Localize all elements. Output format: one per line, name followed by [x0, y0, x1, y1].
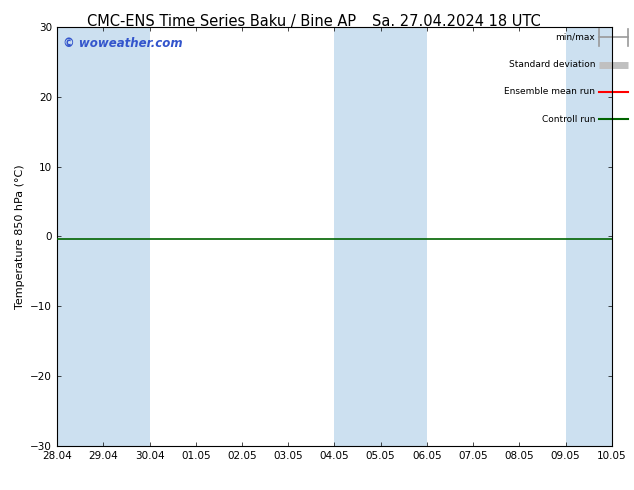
Bar: [612, 27, 634, 446]
Bar: [57, 27, 103, 446]
Text: CMC-ENS Time Series Baku / Bine AP: CMC-ENS Time Series Baku / Bine AP: [87, 14, 356, 29]
Bar: [335, 27, 380, 446]
Text: © woweather.com: © woweather.com: [63, 37, 182, 50]
Bar: [566, 27, 612, 446]
Y-axis label: Temperature 850 hPa (°C): Temperature 850 hPa (°C): [15, 164, 25, 309]
Text: Ensemble mean run: Ensemble mean run: [504, 87, 595, 97]
Text: Sa. 27.04.2024 18 UTC: Sa. 27.04.2024 18 UTC: [372, 14, 541, 29]
Bar: [380, 27, 427, 446]
Bar: [103, 27, 150, 446]
Text: min/max: min/max: [555, 33, 595, 42]
Text: Standard deviation: Standard deviation: [508, 60, 595, 69]
Text: Controll run: Controll run: [541, 115, 595, 123]
